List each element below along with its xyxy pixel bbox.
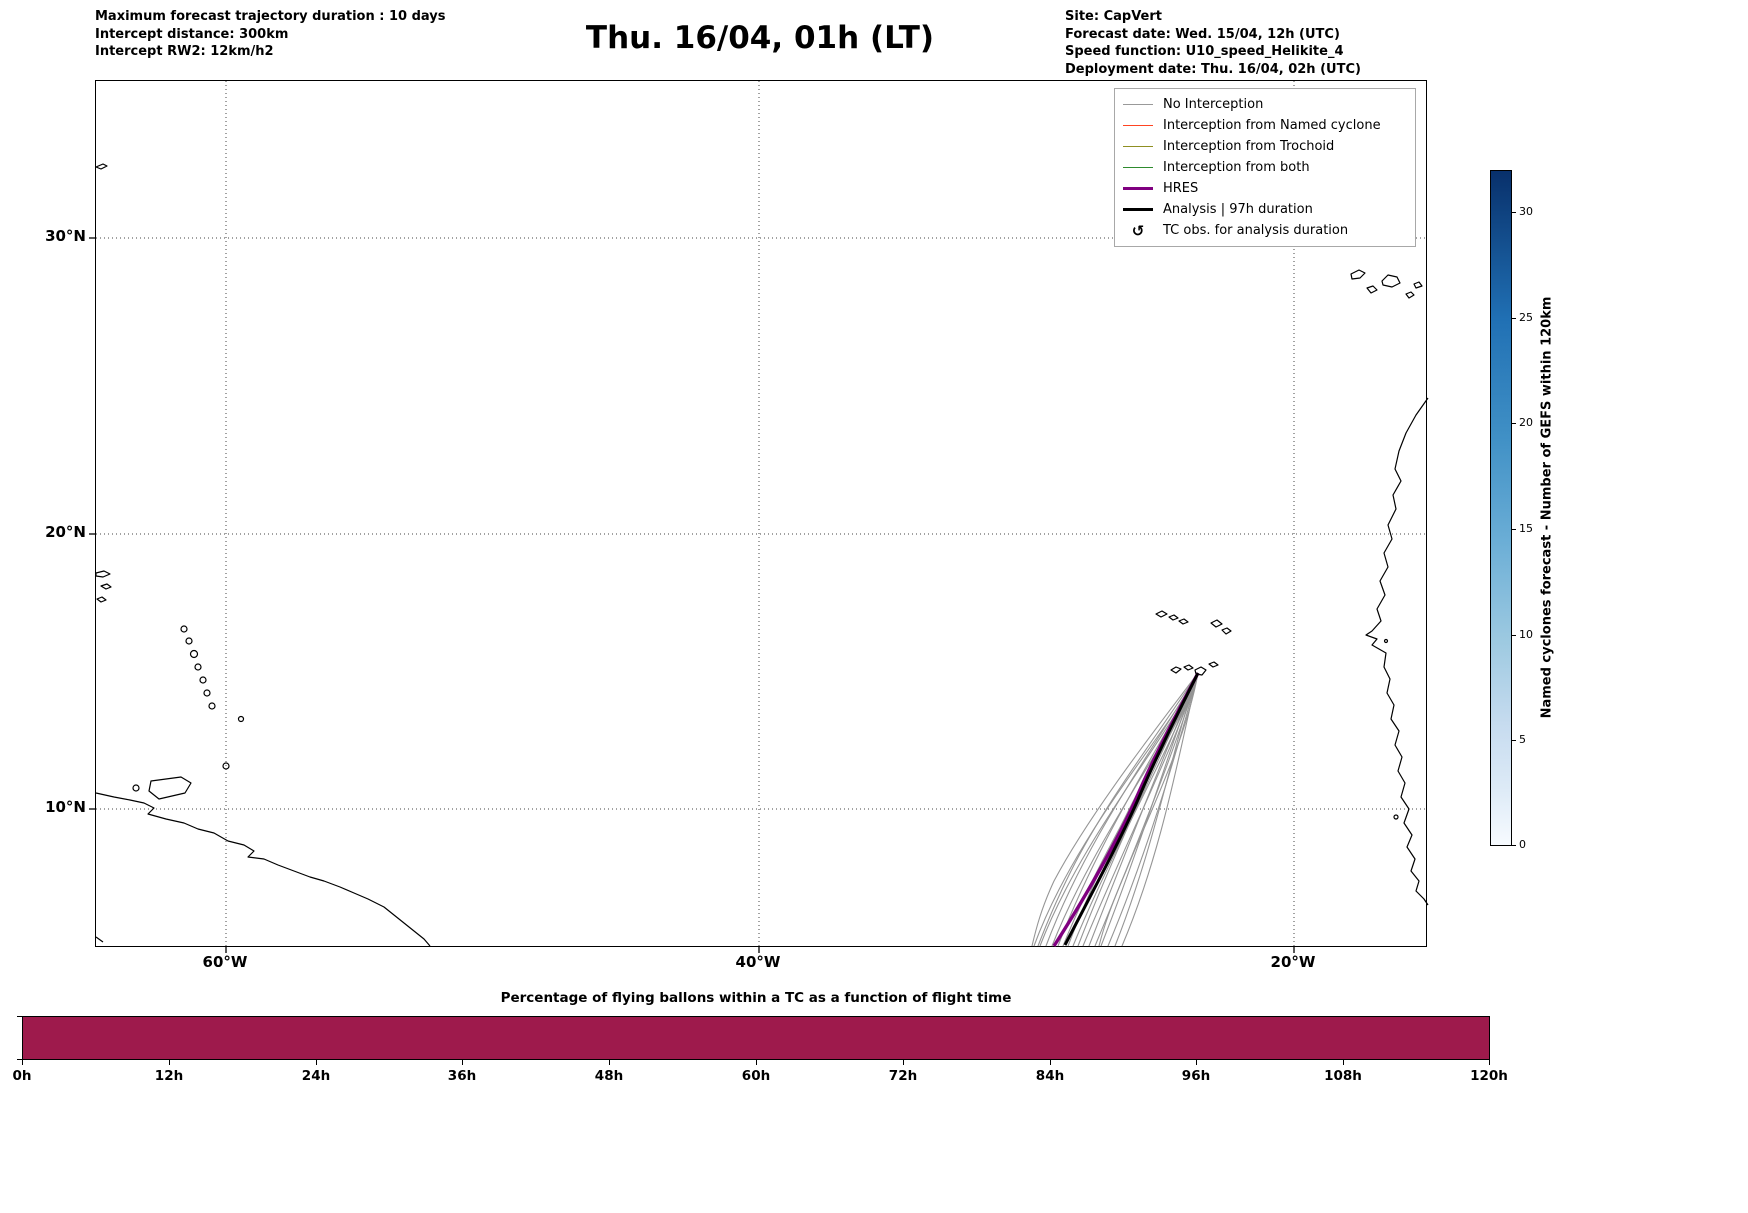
colorbar-tickmark xyxy=(1512,423,1516,424)
max-duration-text: Maximum forecast trajectory duration : 1… xyxy=(95,9,446,24)
intercept-distance-text: Intercept distance: 300km xyxy=(95,26,289,42)
axis-ticks xyxy=(89,237,1295,953)
site-text: Site: CapVert xyxy=(1065,9,1162,24)
olive-line-swatch xyxy=(1123,146,1153,147)
colorbar-tick-0: 0 xyxy=(1519,838,1526,851)
speed-function-text: Speed function: U10_speed_Helikite_4 xyxy=(1065,44,1344,59)
legend-label: HRES xyxy=(1163,181,1199,196)
xtick-label-96h: 96h xyxy=(1181,1068,1211,1084)
corner-coast-fragment xyxy=(95,936,104,943)
xtick-label-60h: 60h xyxy=(741,1068,771,1084)
colorbar-label: Named cyclones forecast - Number of GEFS… xyxy=(1539,296,1555,719)
bottom-xtick xyxy=(1489,1060,1490,1065)
caribbean-islands xyxy=(95,570,245,792)
xtick-label-108h: 108h xyxy=(1324,1068,1362,1084)
lon-tick-20w: 20°W xyxy=(1270,953,1316,971)
bottom-chart-title: Percentage of flying ballons within a TC… xyxy=(500,990,1012,1006)
bottom-xtick xyxy=(316,1060,317,1065)
colorbar-tick-25: 25 xyxy=(1519,311,1533,324)
legend-label: Interception from Trochoid xyxy=(1163,139,1335,154)
bottom-xtick xyxy=(1050,1060,1051,1065)
south-america-coastline xyxy=(95,792,431,947)
colorbar-tick-20: 20 xyxy=(1519,416,1533,429)
tc-obs-icon: ↺ xyxy=(1131,221,1145,240)
bottom-xtick xyxy=(756,1060,757,1065)
colorbar-tick-5: 5 xyxy=(1519,733,1526,746)
colorbar-tick-10: 10 xyxy=(1519,628,1533,641)
bottom-xtick xyxy=(169,1060,170,1065)
legend-item-analysis: Analysis | 97h duration xyxy=(1123,199,1407,220)
colorbar xyxy=(1490,170,1512,846)
header-left-block: Maximum forecast trajectory duration : 1… xyxy=(95,8,446,61)
colorbar-tickmark xyxy=(1512,529,1516,530)
bottom-chart-ytick xyxy=(17,1016,22,1017)
map-canvas xyxy=(89,81,1429,953)
trajectory-analysis xyxy=(1063,672,1200,946)
legend-label: TC obs. for analysis duration xyxy=(1163,223,1349,238)
xtick-label-72h: 72h xyxy=(888,1068,918,1084)
africa-coastline xyxy=(1365,397,1429,906)
coastlines xyxy=(95,163,1429,947)
intercept-rw2-text: Intercept RW2: 12km/h2 xyxy=(95,44,274,59)
legend-label: Interception from Named cyclone xyxy=(1163,118,1381,133)
xtick-label-0h: 0h xyxy=(12,1068,32,1084)
canary-islands xyxy=(1350,269,1423,299)
legend-item-no-interception: No Interception xyxy=(1123,94,1407,115)
legend-label: Analysis | 97h duration xyxy=(1163,202,1313,217)
figure-title: Thu. 16/04, 01h (LT) xyxy=(585,20,935,56)
colorbar-tickmark xyxy=(1512,318,1516,319)
legend-item-tc-obs: ↺ TC obs. for analysis duration xyxy=(1123,220,1407,241)
map-axes: No Interception Interception from Named … xyxy=(89,80,1429,953)
xtick-label-12h: 12h xyxy=(154,1068,184,1084)
colorbar-tick-30: 30 xyxy=(1519,205,1533,218)
colorbar-tickmark xyxy=(1512,212,1516,213)
xtick-label-84h: 84h xyxy=(1035,1068,1065,1084)
xtick-label-120h: 120h xyxy=(1470,1068,1508,1084)
deployment-date-text: Deployment date: Thu. 16/04, 02h (UTC) xyxy=(1065,61,1361,77)
colorbar-tick-15: 15 xyxy=(1519,522,1533,535)
offshore-islet xyxy=(1383,638,1389,644)
trinidad-island xyxy=(148,776,192,800)
bottom-xtick xyxy=(903,1060,904,1065)
legend-label: Interception from both xyxy=(1163,160,1310,175)
xtick-label-24h: 24h xyxy=(301,1068,331,1084)
legend-item-trochoid: Interception from Trochoid xyxy=(1123,136,1407,157)
orange-line-swatch xyxy=(1123,125,1153,126)
forecast-date-text: Forecast date: Wed. 15/04, 12h (UTC) xyxy=(1065,26,1340,42)
lon-tick-60w: 60°W xyxy=(202,953,248,971)
bermuda-islet xyxy=(95,163,108,170)
legend: No Interception Interception from Named … xyxy=(1114,88,1416,247)
lat-tick-20n: 20°N xyxy=(45,523,86,541)
bottom-xtick xyxy=(1196,1060,1197,1065)
colorbar-tickmark xyxy=(1512,635,1516,636)
bottom-chart-bar xyxy=(22,1016,1490,1060)
bottom-chart-ytick xyxy=(17,1059,22,1060)
lon-tick-40w: 40°W xyxy=(735,953,781,971)
cape-verde-islands xyxy=(1155,610,1232,676)
legend-item-named-cyclone: Interception from Named cyclone xyxy=(1123,115,1407,136)
xtick-label-48h: 48h xyxy=(594,1068,624,1084)
gray-line-swatch xyxy=(1123,104,1153,105)
offshore-islet xyxy=(1393,814,1399,820)
legend-label: No Interception xyxy=(1163,97,1264,112)
legend-item-hres: HRES xyxy=(1123,178,1407,199)
lat-tick-10n: 10°N xyxy=(45,798,86,816)
black-line-swatch xyxy=(1123,208,1153,211)
xtick-label-36h: 36h xyxy=(447,1068,477,1084)
green-line-swatch xyxy=(1123,167,1153,168)
bottom-xtick xyxy=(1343,1060,1344,1065)
purple-line-swatch xyxy=(1123,187,1153,190)
bottom-xtick xyxy=(462,1060,463,1065)
colorbar-tickmark xyxy=(1512,845,1516,846)
bottom-xtick xyxy=(22,1060,23,1065)
legend-item-both: Interception from both xyxy=(1123,157,1407,178)
lat-tick-30n: 30°N xyxy=(45,227,86,245)
colorbar-tickmark xyxy=(1512,740,1516,741)
bottom-xtick xyxy=(609,1060,610,1065)
header-right-block: Site: CapVert Forecast date: Wed. 15/04,… xyxy=(1065,8,1361,78)
